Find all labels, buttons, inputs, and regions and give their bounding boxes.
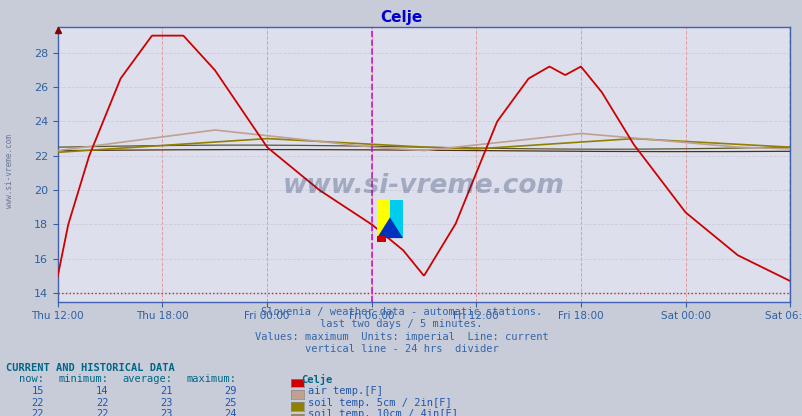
Text: 25: 25	[224, 398, 237, 408]
Text: soil temp. 5cm / 2in[F]: soil temp. 5cm / 2in[F]	[308, 398, 452, 408]
Bar	[376, 236, 386, 243]
Text: 29: 29	[224, 386, 237, 396]
Text: www.si-vreme.com: www.si-vreme.com	[5, 134, 14, 208]
Text: 14: 14	[95, 386, 108, 396]
Text: 23: 23	[160, 398, 172, 408]
Text: 22: 22	[95, 409, 108, 416]
Bar	[390, 201, 403, 238]
Text: Slovenia / weather data - automatic stations.: Slovenia / weather data - automatic stat…	[261, 307, 541, 317]
Bar	[376, 201, 390, 238]
Text: 15: 15	[31, 386, 44, 396]
Text: now:: now:	[19, 374, 44, 384]
Text: soil temp. 10cm / 4in[F]: soil temp. 10cm / 4in[F]	[308, 409, 458, 416]
Text: www.si-vreme.com: www.si-vreme.com	[282, 173, 565, 199]
Text: CURRENT AND HISTORICAL DATA: CURRENT AND HISTORICAL DATA	[6, 363, 175, 373]
Text: 22: 22	[31, 398, 44, 408]
Text: last two days / 5 minutes.: last two days / 5 minutes.	[320, 319, 482, 329]
Text: air temp.[F]: air temp.[F]	[308, 386, 383, 396]
Text: maximum:: maximum:	[187, 374, 237, 384]
Text: Celje: Celje	[301, 374, 332, 386]
Text: 23: 23	[160, 409, 172, 416]
Text: 22: 22	[31, 409, 44, 416]
Polygon shape	[376, 217, 403, 238]
Text: 24: 24	[224, 409, 237, 416]
Text: average:: average:	[123, 374, 172, 384]
Text: minimum:: minimum:	[59, 374, 108, 384]
Text: Celje: Celje	[380, 10, 422, 25]
Text: vertical line - 24 hrs  divider: vertical line - 24 hrs divider	[304, 344, 498, 354]
Text: 22: 22	[95, 398, 108, 408]
Text: 21: 21	[160, 386, 172, 396]
Text: Values: maximum  Units: imperial  Line: current: Values: maximum Units: imperial Line: cu…	[254, 332, 548, 342]
